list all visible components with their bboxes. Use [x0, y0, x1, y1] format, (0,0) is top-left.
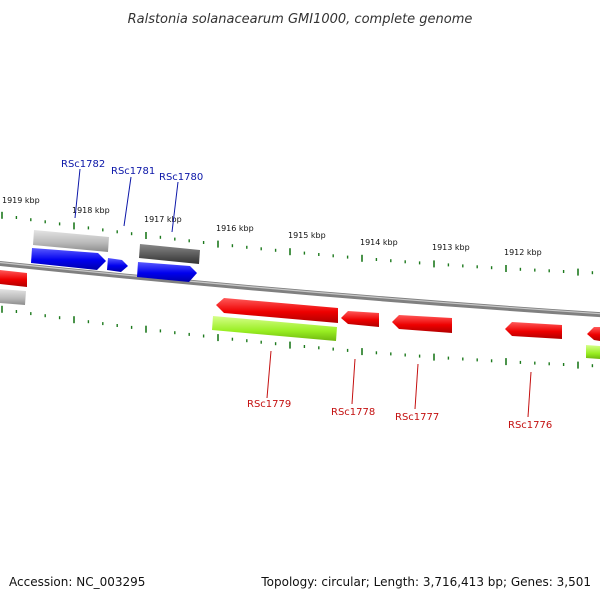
reverse-gene-track [212, 316, 600, 359]
genome-info-text: Topology: circular; Length: 3,716,413 bp… [260, 575, 591, 589]
cds-feature[interactable] [392, 315, 452, 333]
tick-row-top [1, 211, 594, 276]
gene-feature[interactable] [586, 345, 600, 359]
cds-feature[interactable] [137, 262, 197, 282]
kbp-label: 1915 kbp [288, 231, 326, 240]
cds-feature[interactable] [0, 270, 27, 287]
kbp-label: 1919 kbp [2, 196, 40, 205]
cds-feature[interactable] [587, 327, 600, 341]
kbp-label: 1918 kbp [72, 206, 110, 215]
cds-feature[interactable] [505, 322, 562, 339]
kbp-labels: 1919 kbp 1918 kbp 1917 kbp 1916 kbp 1915… [2, 196, 542, 257]
gene-label[interactable]: RSc1782 [61, 159, 105, 170]
forward-gene-track [0, 230, 200, 305]
genome-backbone [0, 261, 600, 318]
gene-label[interactable]: RSc1781 [111, 166, 155, 177]
cds-feature[interactable] [216, 298, 338, 323]
genome-backbone-highlight [0, 261, 600, 315]
forward-cds-track [0, 248, 197, 287]
gene-label[interactable]: RSc1780 [159, 172, 203, 183]
kbp-label: 1913 kbp [432, 243, 470, 252]
reverse-gene-labels: RSc1779 RSc1778 RSc1777 RSc1776 [247, 399, 552, 431]
cds-feature[interactable] [31, 248, 106, 270]
gene-feature[interactable] [139, 244, 200, 264]
forward-gene-labels: RSc1782 RSc1781 RSc1780 [61, 159, 203, 183]
tick-row-bottom [1, 305, 594, 369]
reverse-cds-track [216, 298, 600, 341]
gene-leader-lines [74, 168, 532, 418]
gene-label[interactable]: RSc1777 [395, 412, 439, 423]
gene-label[interactable]: RSc1779 [247, 399, 291, 410]
map-title: Ralstonia solanacearum GMI1000, complete… [128, 12, 473, 27]
kbp-label: 1916 kbp [216, 224, 254, 233]
gene-feature[interactable] [212, 316, 337, 341]
kbp-label: 1917 kbp [144, 215, 182, 224]
accession-text: Accession: NC_003295 [9, 575, 145, 589]
gene-feature[interactable] [0, 289, 26, 305]
gene-feature[interactable] [33, 230, 109, 252]
kbp-label: 1912 kbp [504, 248, 542, 257]
kbp-label: 1914 kbp [360, 238, 398, 247]
cds-feature[interactable] [341, 311, 379, 327]
cds-feature[interactable] [107, 258, 128, 272]
gene-label[interactable]: RSc1778 [331, 407, 375, 418]
gene-label[interactable]: RSc1776 [508, 420, 552, 431]
